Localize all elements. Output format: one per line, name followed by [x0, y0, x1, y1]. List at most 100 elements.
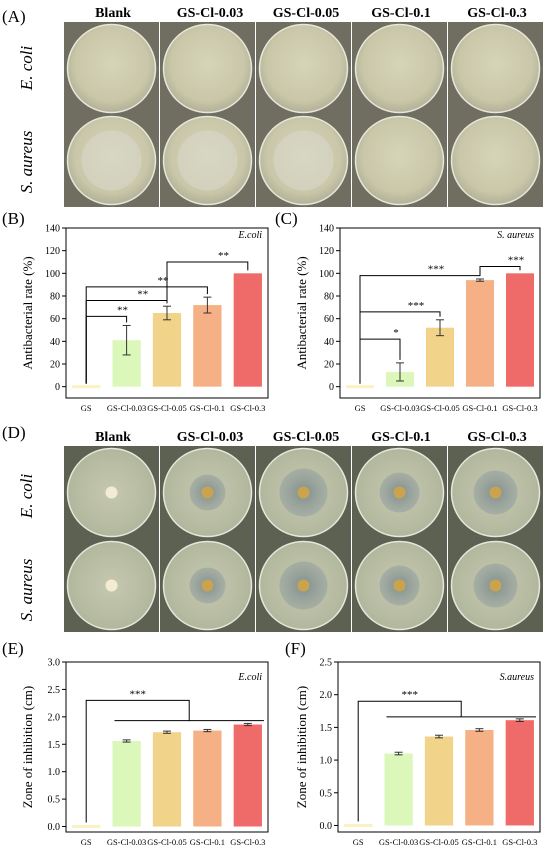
y-tick-label: 2.5: [48, 685, 61, 696]
photo-grid-a: Blank GS-Cl-0.03 GS-Cl-0.05 GS-Cl-0.1 GS…: [17, 6, 543, 207]
grid-d-column-0-05: GS-Cl-0.05: [273, 430, 340, 445]
significance-label: **: [218, 250, 229, 262]
x-tick-label: GS-Cl-0.3: [502, 837, 537, 847]
y-tick-label: 140: [319, 224, 334, 235]
grid-d-row-saureus: S. aureus: [17, 558, 36, 621]
y-tick-label: 1.0: [320, 756, 333, 767]
panel-label-d: (D): [2, 423, 26, 442]
chart-antibacterial-ecoli: 0 20 40 60 80 100 120 140 Antibacterial rate (%)…: [20, 224, 269, 413]
plot-frame: [339, 227, 541, 399]
sample-disc: [489, 486, 502, 499]
y-axis-label: Antibacterial rate (%): [20, 256, 35, 369]
bar: [465, 730, 494, 826]
bar: [505, 720, 534, 826]
significance-bracket: [166, 261, 249, 304]
x-tick-label: GS-Cl-0.3: [230, 837, 265, 847]
sample-disc: [297, 579, 310, 592]
plate-dish: [162, 23, 253, 114]
significance-label: **: [137, 289, 148, 301]
sample-disc: [201, 579, 214, 592]
significance-bracket: [85, 699, 190, 823]
significance-label: **: [157, 275, 168, 287]
chart-inhibition-ecoli: 0.0 0.5 1.0 1.5 2.0 2.5 3.0 Zone of inhibition …: [20, 658, 269, 847]
plate-dish: [354, 115, 445, 206]
sample-disc: [105, 579, 118, 592]
plot-frame: [65, 227, 269, 399]
x-tick-label: GS: [81, 837, 92, 847]
x-tick-label: GS-Cl-0.03: [107, 403, 146, 413]
bar: [426, 327, 454, 387]
grid-a-row-ecoli: E. coli: [17, 46, 36, 92]
grid-d-column-0-1: GS-Cl-0.1: [371, 430, 431, 445]
plot-frame: [337, 661, 541, 833]
y-tick-label: 20: [324, 360, 334, 371]
y-tick-label: 2.0: [48, 712, 61, 723]
significance-label: ***: [401, 689, 418, 701]
bar: [424, 736, 454, 826]
y-tick-label: 2.5: [320, 658, 333, 669]
x-tick-label: GS-Cl-0.1: [190, 403, 225, 413]
grid-d-column-blank: Blank: [95, 430, 131, 445]
chart-legend-label: E.coli: [237, 230, 262, 241]
x-tick-label: GS-Cl-0.1: [462, 403, 497, 413]
sample-disc: [297, 486, 310, 499]
significance-label: ***: [428, 264, 445, 276]
grid-a-column-0-03: GS-Cl-0.03: [177, 6, 244, 21]
grid-a-column-0-1: GS-Cl-0.1: [371, 6, 431, 21]
y-tick-label: 80: [324, 292, 334, 303]
bar: [506, 273, 534, 387]
y-tick-label: 40: [50, 337, 60, 348]
y-tick-label: 0.5: [320, 788, 333, 799]
sample-disc: [201, 486, 214, 499]
panel-label-a: (A): [2, 7, 26, 26]
y-tick-label: 120: [319, 246, 334, 257]
y-axis-label: Antibacterial rate (%): [294, 256, 309, 369]
x-tick-label: GS-Cl-0.05: [420, 403, 459, 413]
x-tick-label: GS-Cl-0.05: [419, 837, 458, 847]
y-axis-label: Zone of inhibition (cm): [294, 686, 309, 808]
bar: [384, 753, 413, 826]
y-tick-label: 80: [50, 292, 60, 303]
bar: [112, 740, 141, 827]
y-tick-label: 1.0: [48, 767, 61, 778]
y-tick-label: 100: [45, 269, 60, 280]
panel-label-b: (B): [2, 209, 25, 228]
y-tick-label: 2.0: [320, 690, 333, 701]
significance-label: ***: [129, 688, 146, 700]
panel-label-f: (F): [285, 639, 306, 658]
y-tick-label: 0.5: [48, 795, 61, 806]
y-tick-label: 1.5: [48, 740, 61, 751]
significance-bracket: [357, 700, 462, 822]
sample-disc: [393, 579, 406, 592]
y-tick-label: 0: [55, 382, 60, 393]
plate-dish: [258, 23, 349, 114]
plate-dish: [66, 23, 157, 114]
plate-dish: [450, 23, 541, 114]
significance-label: ***: [408, 300, 425, 312]
chart-legend-label: S. aureus: [497, 230, 534, 241]
y-tick-label: 120: [45, 246, 60, 257]
x-tick-label: GS-Cl-0.03: [107, 837, 146, 847]
chart-inhibition-saureus: 0.0 0.5 1.0 1.5 2.0 2.5 Zone of inhibition (cm…: [294, 658, 541, 847]
grid-a-column-blank: Blank: [95, 6, 131, 21]
colony-streaks: [177, 130, 238, 191]
x-tick-label: GS-Cl-0.3: [502, 403, 537, 413]
sample-disc: [105, 486, 118, 499]
bar: [233, 724, 262, 827]
grid-a-column-0-05: GS-Cl-0.05: [273, 6, 340, 21]
bar: [233, 273, 262, 387]
y-tick-label: 60: [324, 314, 334, 325]
panel-label-e: (E): [2, 639, 24, 658]
significance-label: **: [117, 304, 128, 316]
plate-dish: [450, 115, 541, 206]
y-tick-label: 20: [50, 360, 60, 371]
grid-a-row-saureus: S. aureus: [17, 130, 36, 193]
y-tick-label: 1.5: [320, 723, 333, 734]
y-axis-label: Zone of inhibition (cm): [20, 686, 35, 808]
plot-frame: [65, 661, 269, 833]
x-tick-label: GS: [355, 403, 366, 413]
bar: [193, 305, 222, 387]
colony-streaks: [81, 130, 142, 191]
plate-dish: [354, 23, 445, 114]
